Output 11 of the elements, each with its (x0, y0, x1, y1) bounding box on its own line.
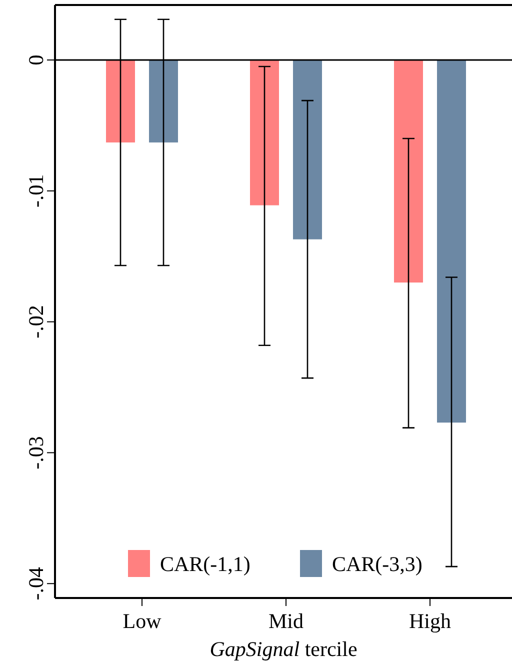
legend-label: CAR(-3,3) (332, 552, 422, 576)
x-tick-label: Mid (268, 608, 304, 633)
y-tick-label: -.02 (24, 305, 48, 338)
x-axis-title: GapSignal tercile (210, 637, 358, 661)
y-tick-label: -.04 (24, 566, 48, 600)
x-tick-label: Low (122, 608, 162, 633)
y-tick-label: -.01 (24, 174, 48, 208)
x-tick-label: High (409, 608, 452, 633)
y-tick-label: -.03 (24, 436, 48, 470)
y-tick-label: 0 (24, 54, 48, 66)
legend-label: CAR(-1,1) (160, 552, 250, 576)
